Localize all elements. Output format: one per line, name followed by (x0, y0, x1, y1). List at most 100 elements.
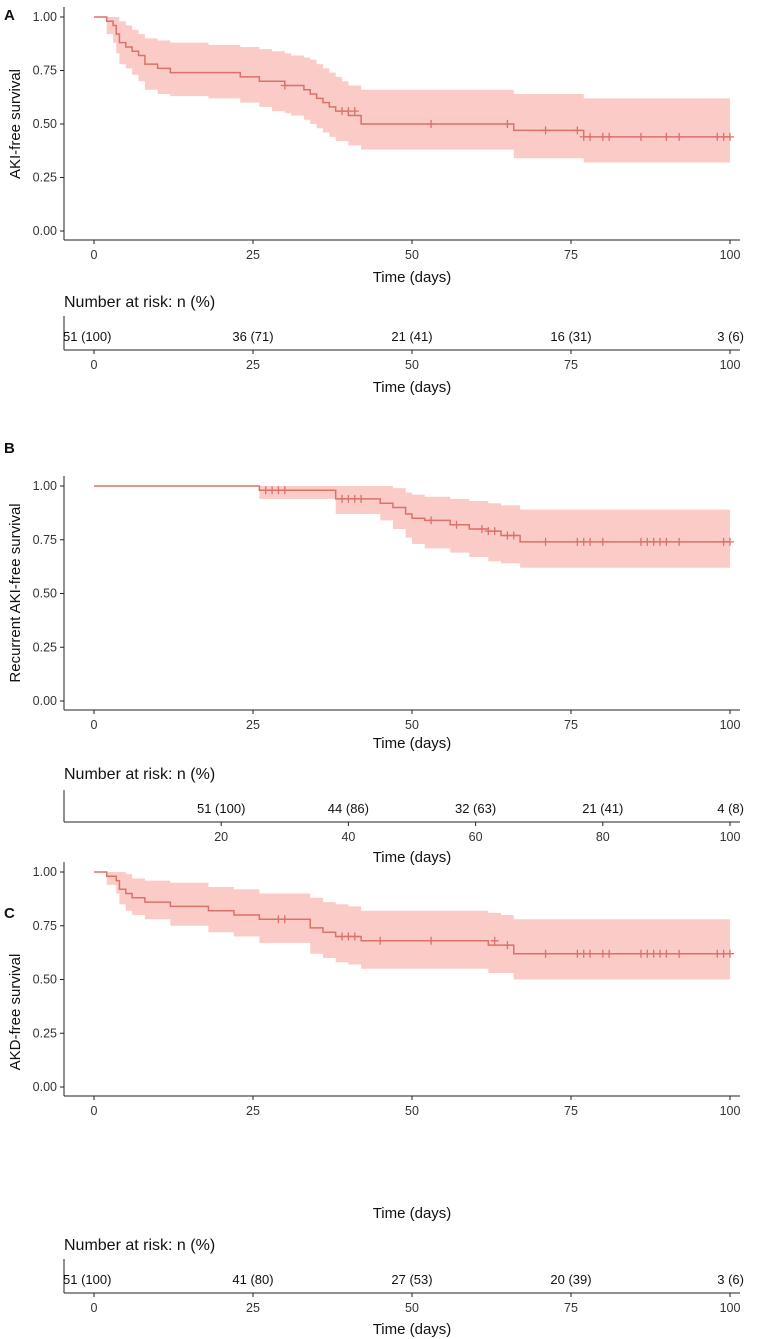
panel-c-risk-table-title: Number at risk: n (%) (64, 1237, 215, 1254)
risk-x-tick-label: 25 (246, 1301, 260, 1315)
x-tick-label: 25 (246, 718, 260, 732)
x-tick-label: 100 (720, 1104, 741, 1118)
panel-a-risk-table-title: Number at risk: n (%) (64, 294, 215, 311)
risk-count-label: 44 (86) (328, 801, 369, 816)
risk-x-tick-label: 0 (91, 358, 98, 372)
panel-c-x-axis-title: Time (days) (373, 1205, 452, 1222)
censor-mark (573, 126, 582, 135)
censor-mark (376, 936, 385, 945)
x-tick-label: 50 (405, 718, 419, 732)
confidence-band (94, 486, 730, 568)
x-tick-label: 25 (246, 248, 260, 262)
risk-x-tick-label: 75 (564, 1301, 578, 1315)
panel-a-x-axis-title: Time (days) (373, 269, 452, 286)
censor-mark (662, 132, 671, 141)
censor-mark (280, 81, 289, 90)
confidence-band (94, 17, 730, 163)
y-tick-label: 0.00 (33, 1080, 57, 1094)
x-tick-label: 0 (91, 248, 98, 262)
censor-mark (586, 132, 595, 141)
risk-x-tick-label: 50 (405, 1301, 419, 1315)
censor-mark (280, 915, 289, 924)
panel-b-risk-table: 20 51 (100) 40 44 (86) 60 32 (63) 80 21 (41) 100… (63, 790, 744, 844)
y-tick-label: 0.25 (33, 640, 57, 654)
panel-c-plot-area: 0.00 0.25 0.50 0.75 1.00 0 25 50 75 100 (33, 862, 741, 1118)
y-tick-label: 0.00 (33, 694, 57, 708)
risk-x-tick-label: 50 (405, 358, 419, 372)
panel-b-risk-x-axis-title: Time (days) (373, 849, 452, 866)
y-tick-label: 0.50 (33, 117, 57, 131)
risk-count-label: 3 (6) (717, 329, 744, 344)
risk-count-label: 21 (41) (391, 329, 432, 344)
censor-mark (675, 949, 684, 958)
confidence-band (94, 872, 730, 980)
panel-c-risk-x-axis-title: Time (days) (373, 1321, 452, 1338)
risk-count-label: 3 (6) (717, 1272, 744, 1287)
y-tick-label: 0.75 (33, 533, 57, 547)
censor-mark (598, 537, 607, 546)
censor-mark (586, 537, 595, 546)
censor-mark (605, 132, 614, 141)
risk-x-tick-label: 100 (720, 1301, 741, 1315)
y-tick-label: 0.00 (33, 224, 57, 238)
censor-mark (605, 949, 614, 958)
risk-count-label: 20 (39) (550, 1272, 591, 1287)
risk-x-tick-label: 100 (720, 358, 741, 372)
x-tick-label: 0 (91, 718, 98, 732)
y-tick-label: 0.25 (33, 171, 57, 185)
censor-mark (452, 520, 461, 529)
risk-x-tick-label: 25 (246, 358, 260, 372)
risk-count-label: 27 (53) (391, 1272, 432, 1287)
risk-x-tick-label: 0 (91, 1301, 98, 1315)
x-tick-label: 75 (564, 248, 578, 262)
risk-x-tick-label: 80 (596, 830, 610, 844)
risk-count-label: 51 (100) (63, 1272, 111, 1287)
censor-mark (503, 941, 512, 950)
x-tick-label: 100 (720, 248, 741, 262)
censor-mark (350, 932, 359, 941)
panel-b-x-axis-title: Time (days) (373, 735, 452, 752)
x-tick-label: 50 (405, 1104, 419, 1118)
panel-b-label: B (4, 440, 15, 457)
y-tick-label: 0.50 (33, 587, 57, 601)
y-tick-label: 1.00 (33, 10, 57, 24)
risk-x-tick-label: 40 (341, 830, 355, 844)
censor-mark (726, 949, 734, 958)
censor-mark (509, 531, 518, 540)
risk-x-tick-label: 20 (214, 830, 228, 844)
censor-mark (541, 949, 550, 958)
censor-mark (726, 537, 734, 546)
panel-b: B Recurrent AKI-free survival 0.000.250.… (4, 440, 744, 866)
panel-c-risk-table: 0 51 (100) 25 41 (80) 50 27 (53) 75 20 (39) 100 3… (63, 1259, 744, 1315)
censor-mark (350, 107, 359, 116)
x-tick-label: 100 (720, 718, 741, 732)
panel-a-risk-x-axis-title: Time (days) (373, 379, 452, 396)
risk-count-label: 4 (8) (717, 801, 744, 816)
x-tick-label: 25 (246, 1104, 260, 1118)
censor-mark (427, 936, 436, 945)
panel-c-label: C (4, 905, 15, 922)
risk-count-label: 36 (71) (232, 329, 273, 344)
y-tick-label: 0.75 (33, 64, 57, 78)
x-tick-label: 75 (564, 1104, 578, 1118)
censor-mark (675, 132, 684, 141)
x-tick-label: 75 (564, 718, 578, 732)
censor-mark (427, 120, 436, 128)
panel-c: C AKD-free survival 0.00 0.25 0.50 0.75 1.00… (4, 862, 744, 1338)
panel-b-plot-area: 0.00 0.25 0.50 0.75 1.00 0 25 50 75 100 (33, 476, 741, 732)
panel-b-risk-table-title: Number at risk: n (%) (64, 766, 215, 783)
censor-mark (490, 527, 499, 536)
censor-mark (541, 126, 550, 135)
y-tick-label: 0.75 (33, 919, 57, 933)
censor-mark (541, 537, 550, 546)
y-tick-label: 1.00 (33, 865, 57, 879)
panel-b-y-axis-title: Recurrent AKI-free survival (7, 503, 24, 682)
risk-count-label: 41 (80) (232, 1272, 273, 1287)
censor-mark (662, 949, 671, 958)
risk-x-tick-label: 100 (720, 830, 741, 844)
y-tick-label: 1.00 (33, 479, 57, 493)
censor-mark (636, 132, 645, 141)
x-tick-label: 0 (91, 1104, 98, 1118)
y-tick-label: 0.25 (33, 1026, 57, 1040)
